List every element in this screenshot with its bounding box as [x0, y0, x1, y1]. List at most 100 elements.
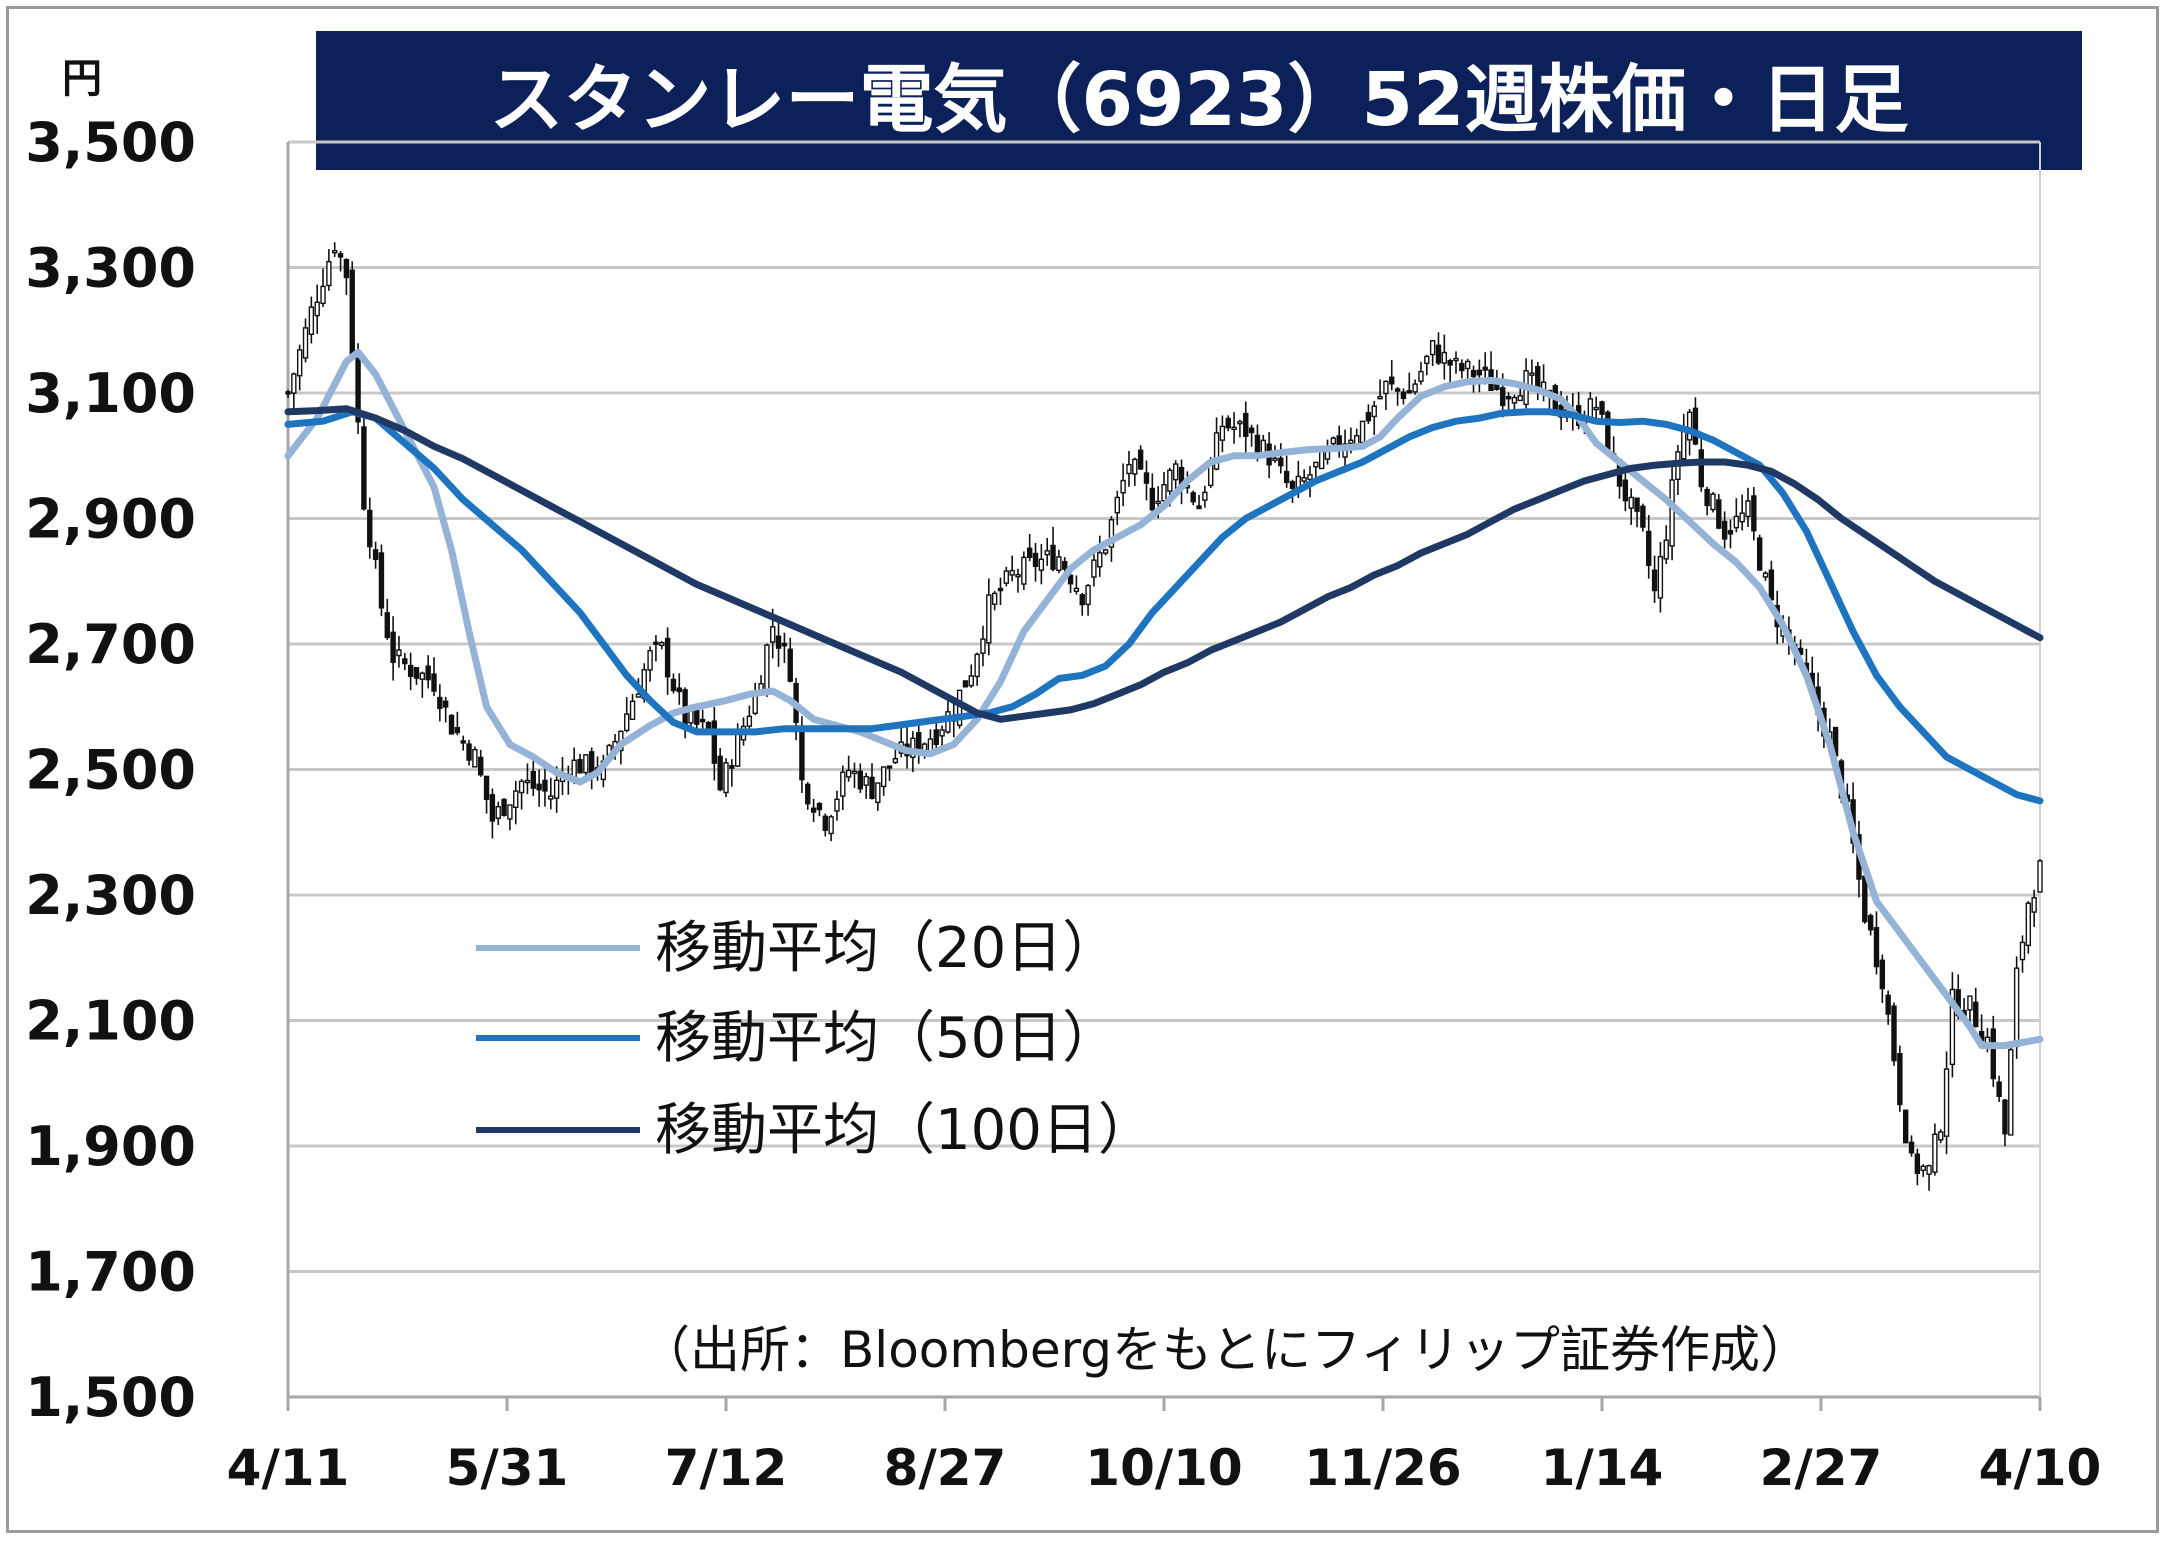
- candle-body: [314, 301, 320, 317]
- candle-body: [653, 641, 659, 645]
- candle-body: [320, 285, 326, 305]
- candle-body: [1056, 556, 1062, 571]
- y-unit-label: 円: [62, 56, 102, 102]
- candle-body: [1745, 500, 1751, 518]
- candle-body: [694, 708, 700, 725]
- candle-body: [1114, 496, 1120, 514]
- candle-body: [1926, 1164, 1932, 1175]
- candle-body: [1885, 994, 1891, 1015]
- candle-body: [1698, 449, 1704, 488]
- candle-body: [775, 635, 782, 649]
- candle-body: [542, 779, 548, 792]
- candle-body: [349, 269, 355, 357]
- candle-body: [413, 666, 420, 679]
- candle-body: [1009, 569, 1015, 576]
- y-tick-label: 2,900: [25, 488, 196, 551]
- candle-body: [629, 700, 636, 721]
- candle-body: [1067, 574, 1074, 585]
- candle-body: [816, 802, 823, 811]
- candle-body: [659, 641, 665, 647]
- candle-body: [717, 755, 723, 791]
- chart-title: スタンレー電気（6923）52週株価・日足: [490, 57, 1909, 143]
- candle-body: [1902, 1109, 1909, 1144]
- candle-body: [1219, 425, 1226, 441]
- candle-body: [968, 675, 974, 687]
- candle-body: [460, 740, 466, 744]
- candle-body: [1932, 1133, 1938, 1173]
- candle-body: [1476, 369, 1483, 376]
- candle-body: [1190, 492, 1196, 503]
- y-tick-label: 2,300: [25, 864, 196, 927]
- candle-body: [326, 260, 332, 287]
- candle-body: [845, 769, 852, 778]
- candle-body: [1535, 365, 1541, 390]
- candle-body: [980, 638, 986, 654]
- candle-body: [1015, 573, 1021, 578]
- candle-body: [396, 649, 402, 657]
- candle-body: [1441, 351, 1448, 364]
- candle-body: [810, 807, 817, 813]
- candle-body: [880, 766, 887, 788]
- candle-body: [1897, 1053, 1903, 1106]
- y-tick-label: 3,300: [25, 237, 196, 300]
- candle-body: [1464, 360, 1471, 370]
- candle-body: [1686, 411, 1693, 441]
- y-tick-label: 2,500: [25, 739, 196, 802]
- legend-label-ma50: 移動平均（50日）: [655, 1006, 1118, 1071]
- candle-body: [869, 776, 875, 799]
- candle-body: [624, 713, 630, 732]
- candle-body: [851, 770, 858, 775]
- candle-body: [635, 693, 642, 698]
- candle-body: [431, 673, 437, 692]
- candle-body: [840, 771, 846, 797]
- candle-body: [1073, 587, 1080, 592]
- candle-body: [1143, 472, 1150, 484]
- candle-body: [419, 672, 426, 680]
- candle-body: [1003, 570, 1010, 584]
- y-tick-labels: 1,500 1,700 1,900 2,100 2,300 2,500 2,700 2,900…: [25, 111, 196, 1429]
- candle-body: [1389, 376, 1395, 385]
- candle-body: [1716, 499, 1722, 529]
- candlesticks: [285, 242, 2043, 1191]
- candle-body: [875, 782, 881, 804]
- candle-body: [425, 665, 431, 681]
- candle-body: [1938, 1131, 1944, 1141]
- candle-body: [1348, 439, 1354, 444]
- candle-body: [1079, 594, 1085, 606]
- candle-body: [1470, 369, 1477, 378]
- candle-body: [1196, 505, 1202, 510]
- candle-body: [1429, 340, 1436, 356]
- candle-body: [1149, 487, 1156, 511]
- candle-body: [1161, 484, 1167, 502]
- candle-body: [1313, 461, 1319, 468]
- legend-label-ma20: 移動平均（20日）: [655, 916, 1118, 981]
- candle-body: [863, 775, 869, 786]
- x-tick-label: 10/10: [1085, 1439, 1242, 1497]
- candle-body: [577, 759, 583, 774]
- candle-body: [1301, 477, 1307, 482]
- candle-body: [1091, 559, 1097, 578]
- candle-body: [699, 718, 706, 723]
- y-tick-label: 3,500: [25, 111, 196, 174]
- candle-body: [1517, 395, 1523, 402]
- title-banner: [316, 31, 2082, 170]
- candle-body: [1768, 569, 1775, 601]
- candle-body: [1879, 959, 1886, 990]
- candle-body: [1330, 437, 1337, 445]
- y-tick-label: 3,100: [25, 362, 196, 425]
- candle-body: [1482, 366, 1488, 371]
- x-tick-label: 4/11: [227, 1439, 350, 1497]
- candle-body: [466, 743, 472, 761]
- candle-body: [723, 762, 729, 794]
- candle-body: [1167, 469, 1173, 492]
- candle-body: [1914, 1153, 1921, 1174]
- moving-average-lines: [284, 348, 2044, 1050]
- candle-body: [2013, 967, 2020, 1047]
- candle-body: [834, 798, 840, 812]
- candle-body: [1657, 555, 1664, 599]
- candle-body: [1359, 420, 1366, 444]
- x-tick-labels: 4/11 5/31 7/12 8/27 10/10 11/26 1/14 2/27 4/10: [227, 1439, 2102, 1497]
- candle-body: [530, 771, 536, 789]
- ma-line-2: [284, 405, 2044, 723]
- y-tick-label: 2,700: [25, 613, 196, 676]
